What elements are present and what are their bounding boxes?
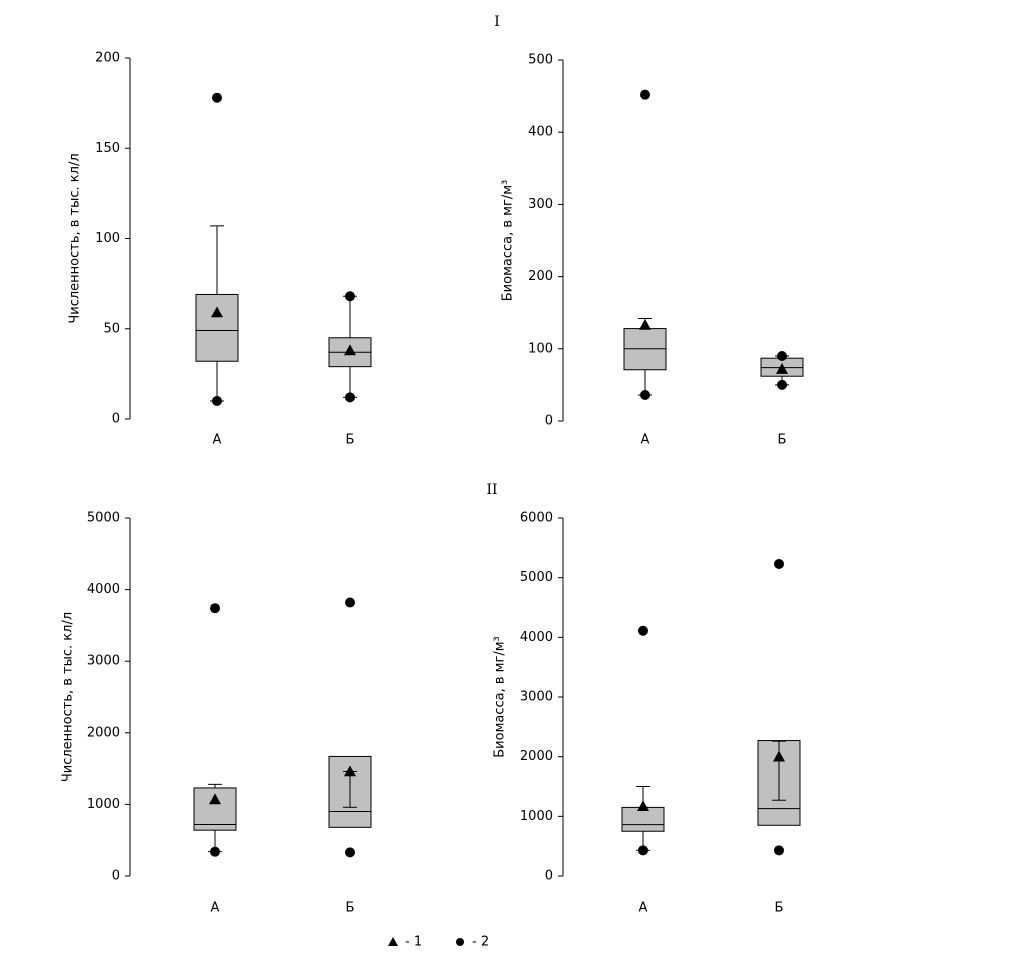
y-tick-label: 50	[103, 321, 120, 336]
x-tick-label: Б	[775, 901, 784, 916]
min-point	[345, 392, 355, 403]
min-point	[638, 845, 648, 856]
mean-marker	[637, 800, 649, 811]
y-axis-label: Биомасса, в мг/м³	[501, 180, 516, 301]
mean-marker	[639, 318, 651, 330]
y-tick-label: 0	[545, 414, 553, 429]
min-point	[212, 395, 222, 406]
mean-marker	[776, 363, 788, 374]
y-tick-label: 300	[528, 197, 553, 212]
min-point	[640, 390, 650, 401]
y-tick-label: 100	[528, 341, 553, 356]
mean-marker	[344, 765, 356, 777]
y-tick-label: 4000	[520, 630, 553, 645]
max-point	[210, 603, 220, 614]
legend-label: - 1	[405, 935, 422, 950]
y-axis-label: Биомасса, в мг/м³	[493, 636, 508, 757]
y-tick-label: 4000	[87, 582, 120, 597]
x-tick-label: Б	[346, 901, 355, 916]
y-tick-label: 1000	[520, 809, 553, 824]
max-point	[638, 625, 648, 636]
y-tick-label: 100	[95, 231, 120, 246]
y-tick-label: 5000	[87, 511, 120, 526]
mean-marker	[211, 306, 223, 318]
y-tick-label: 3000	[87, 654, 120, 669]
x-tick-label: А	[641, 433, 650, 448]
y-tick-label: 0	[112, 412, 120, 427]
y-axis-label: Численность, в тыс. кл/л	[61, 612, 76, 782]
y-axis-label: Численность, в тыс. кл/л	[68, 153, 83, 323]
legend-marker	[456, 938, 464, 946]
x-tick-label: А	[639, 901, 648, 916]
y-tick-label: 0	[545, 869, 553, 884]
max-point	[345, 597, 355, 608]
y-tick-label: 6000	[520, 511, 553, 526]
min-point	[345, 847, 355, 858]
max-point	[777, 351, 787, 362]
max-point	[774, 558, 784, 569]
y-tick-label: 1000	[87, 797, 120, 812]
max-point	[345, 291, 355, 302]
y-tick-label: 150	[95, 141, 120, 156]
y-tick-label: 400	[528, 125, 553, 140]
y-tick-label: 3000	[520, 690, 553, 705]
y-tick-label: 500	[528, 53, 553, 68]
x-tick-label: А	[211, 901, 220, 916]
max-point	[212, 92, 222, 103]
mean-marker	[344, 344, 356, 356]
min-point	[777, 379, 787, 390]
y-tick-label: 2000	[520, 749, 553, 764]
section-label: II	[486, 482, 497, 498]
section-label: I	[494, 14, 500, 30]
y-tick-label: 5000	[520, 570, 553, 585]
legend-marker	[388, 937, 398, 946]
y-tick-label: 2000	[87, 725, 120, 740]
max-point	[640, 89, 650, 100]
x-tick-label: Б	[778, 433, 787, 448]
y-tick-label: 200	[95, 51, 120, 66]
box	[195, 293, 239, 362]
mean-marker	[773, 750, 785, 762]
mean-marker	[209, 793, 221, 805]
legend-label: - 2	[472, 935, 489, 950]
min-point	[774, 845, 784, 856]
y-tick-label: 0	[112, 869, 120, 884]
y-tick-label: 200	[528, 269, 553, 284]
x-tick-label: Б	[346, 433, 355, 448]
x-tick-label: А	[213, 433, 222, 448]
min-point	[210, 846, 220, 857]
